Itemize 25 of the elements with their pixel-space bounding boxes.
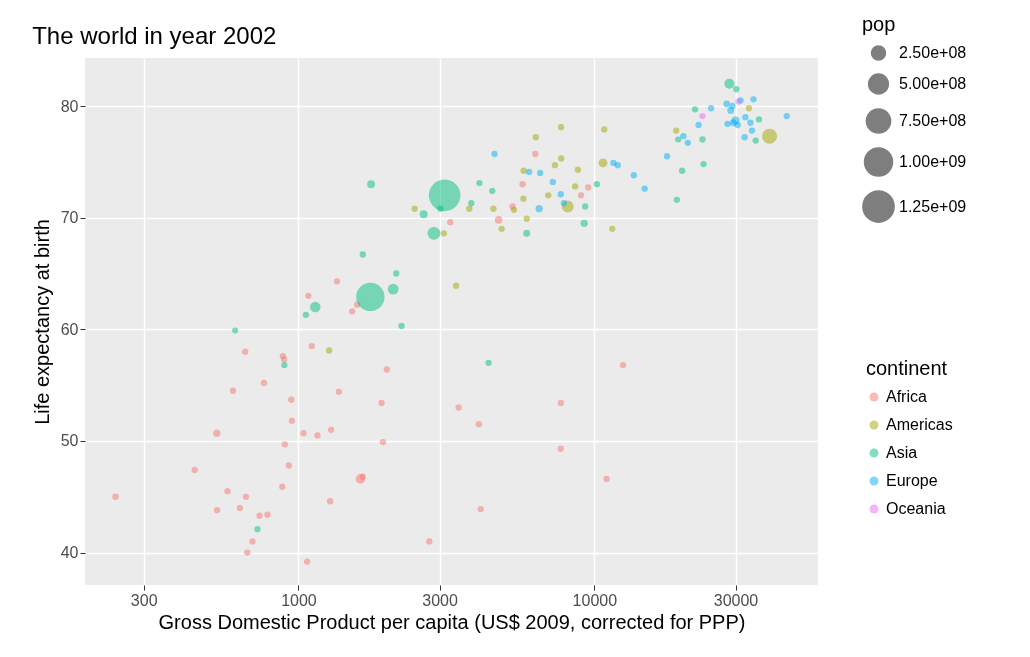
legend-label: Americas (886, 416, 953, 433)
legend-label: 5.00e+08 (899, 75, 967, 92)
y-tick-label: 60 (60, 320, 79, 338)
x-tick-label: 30000 (713, 591, 759, 609)
x-tick-label: 1000 (281, 591, 317, 609)
y-tick-label: 40 (60, 544, 79, 562)
legend-label: Oceania (886, 500, 946, 517)
legend-label: Africa (886, 388, 927, 405)
legend-label: Asia (886, 444, 918, 461)
legend-label: 7.50e+08 (899, 112, 967, 129)
x-tick-label: 3000 (422, 591, 459, 609)
y-tick-label: 80 (60, 97, 79, 115)
y-tick-label: 50 (60, 432, 79, 450)
legend-label: Europe (886, 472, 938, 489)
x-tick-label: 10000 (572, 591, 618, 609)
legend-label: 2.50e+08 (899, 44, 967, 61)
x-tick-label: 300 (130, 591, 158, 609)
legend-label: 1.25e+09 (899, 197, 967, 215)
chart-title: The world in year 2002 (32, 22, 277, 49)
y-tick-label: 70 (60, 209, 79, 227)
text: continent (866, 357, 948, 379)
text: pop (862, 13, 896, 35)
x-axis-title: Gross Domestic Product per capita (US$ 2009, corrected for PPP) (158, 610, 746, 633)
legend-label: 1.00e+09 (899, 153, 967, 170)
y-axis-title: Life expectancy at birth (30, 219, 53, 425)
